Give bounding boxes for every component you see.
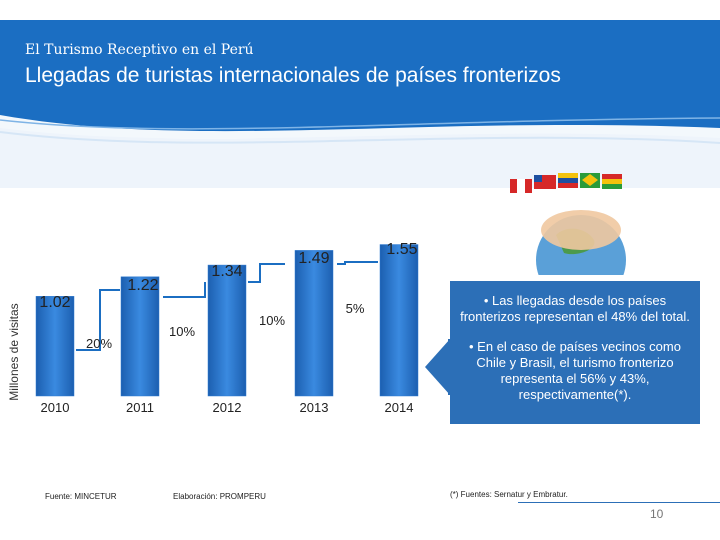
callout-arrow xyxy=(425,339,450,395)
flags-globe-illustration xyxy=(506,165,656,305)
value-label-2012: 1.34 xyxy=(211,263,242,280)
bar-2013 xyxy=(294,250,334,397)
x-tick-label-2014: 2014 xyxy=(385,400,414,415)
growth-connector-1 xyxy=(76,289,120,351)
growth-connector-3 xyxy=(248,263,285,283)
callout-point-1: • Las llegadas desde los países fronteri… xyxy=(460,293,690,324)
growth-label-3: 10% xyxy=(259,313,285,328)
growth-label-2: 10% xyxy=(169,324,195,339)
value-label-2014: 1.55 xyxy=(386,241,417,258)
bar-2010 xyxy=(35,296,75,397)
slide-subtitle: El Turismo Receptivo en el Perú xyxy=(25,42,254,58)
callout-point-2: • En el caso de países vecinos como Chil… xyxy=(469,339,681,402)
growth-label-1: 20% xyxy=(86,336,112,351)
header-banner: El Turismo Receptivo en el Perú Llegadas… xyxy=(0,20,720,138)
slide-title: Llegadas de turistas internacionales de … xyxy=(25,64,561,87)
growth-connector-4 xyxy=(337,261,378,265)
footnote-sources: (*) Fuentes: Sernatur y Embratur. xyxy=(450,490,568,499)
source-note: Fuente: MINCETUR xyxy=(45,492,117,501)
x-tick-label-2012: 2012 xyxy=(213,400,242,415)
x-tick-label-2011: 2011 xyxy=(126,400,154,415)
page-divider xyxy=(518,502,720,503)
page-number: 10 xyxy=(650,507,664,521)
growth-connector-2 xyxy=(163,282,206,298)
y-axis-label: Millones de visitas xyxy=(7,303,21,400)
x-tick-label-2010: 2010 xyxy=(41,400,70,415)
background-wave-decoration xyxy=(0,128,720,188)
header-wave-decoration xyxy=(0,115,720,138)
x-tick-label-2013: 2013 xyxy=(300,400,329,415)
value-label-2013: 1.49 xyxy=(298,250,329,267)
bar-2012 xyxy=(207,264,247,397)
bar-2011 xyxy=(120,276,160,397)
value-label-2011: 1.22 xyxy=(127,277,158,294)
value-label-2010: 1.02 xyxy=(39,294,70,311)
elaboration-note: Elaboración: PROMPERU xyxy=(173,492,266,501)
bar-2014 xyxy=(379,244,419,397)
callout-box: • Las llegadas desde los países fronteri… xyxy=(450,281,700,424)
growth-label-4: 5% xyxy=(346,301,365,316)
